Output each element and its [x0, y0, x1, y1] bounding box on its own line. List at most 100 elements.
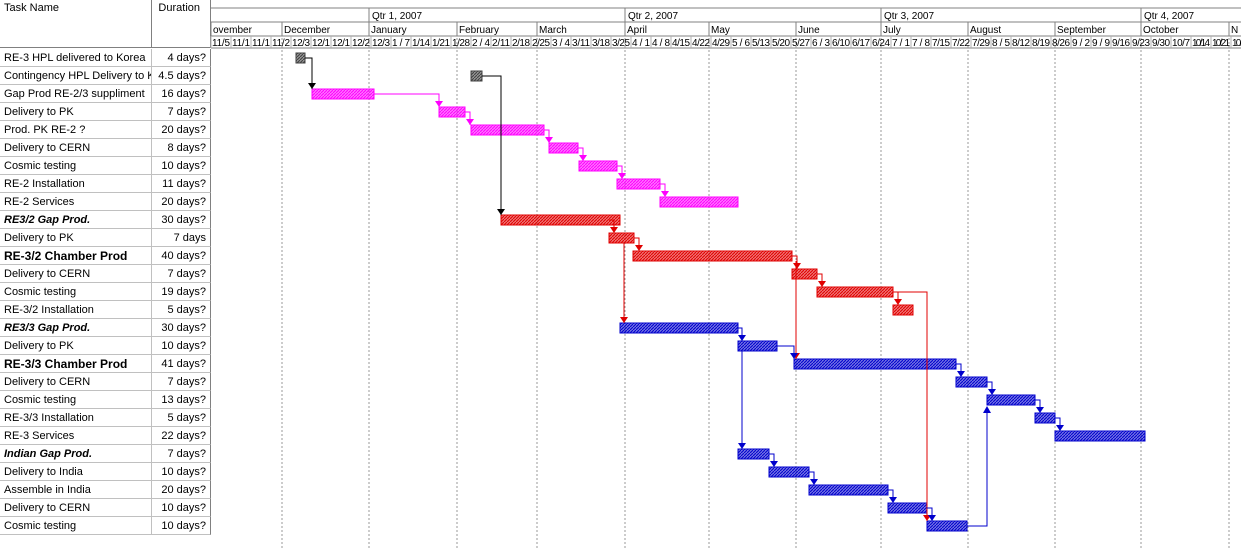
- task-name-cell[interactable]: Delivery to India: [0, 463, 152, 481]
- quarter-label: Qtr 2, 2007: [628, 11, 678, 22]
- task-duration-cell[interactable]: 4.5 days?: [152, 67, 211, 85]
- task-duration-cell[interactable]: 30 days?: [152, 211, 211, 229]
- task-bar: [295, 52, 306, 64]
- task-duration-cell[interactable]: 8 days?: [152, 139, 211, 157]
- task-duration-cell[interactable]: 16 days?: [152, 85, 211, 103]
- week-label: 2/18: [512, 38, 530, 49]
- task-name-cell[interactable]: Prod. PK RE-2 ?: [0, 121, 152, 139]
- task-duration-cell[interactable]: 19 days?: [152, 283, 211, 301]
- task-name-cell[interactable]: Gap Prod RE-2/3 suppliment: [0, 85, 152, 103]
- week-label: 5/13: [752, 38, 770, 49]
- task-duration-cell[interactable]: 40 days?: [152, 247, 211, 265]
- task-duration-cell[interactable]: 41 days?: [152, 355, 211, 373]
- task-name-cell[interactable]: RE-3/2 Installation: [0, 301, 152, 319]
- task-name-cell[interactable]: Assemble in India: [0, 481, 152, 499]
- task-duration-cell[interactable]: 20 days?: [152, 121, 211, 139]
- task-duration-cell[interactable]: 5 days?: [152, 409, 211, 427]
- dependency-arrowhead: [308, 83, 316, 89]
- week-label: 4/1: [632, 38, 650, 49]
- month-label: August: [970, 25, 1001, 36]
- task-name-cell[interactable]: Delivery to PK: [0, 229, 152, 247]
- task-name-cell[interactable]: RE3/2 Gap Prod.: [0, 211, 152, 229]
- week-label: 10/14: [1192, 38, 1210, 49]
- column-header-task-name[interactable]: Task Name: [0, 0, 152, 48]
- task-bar: [438, 106, 466, 118]
- task-name-cell[interactable]: Cosmic testing: [0, 157, 152, 175]
- week-label: 8/19: [1032, 38, 1050, 49]
- task-duration-cell[interactable]: 4 days?: [152, 49, 211, 67]
- task-duration-cell[interactable]: 20 days?: [152, 481, 211, 499]
- task-duration-cell[interactable]: 10 days?: [152, 463, 211, 481]
- task-duration-cell[interactable]: 7 days?: [152, 103, 211, 121]
- week-label: 6/24: [872, 38, 890, 49]
- dependency-arrowhead: [983, 406, 991, 413]
- week-label: 12/1: [332, 38, 350, 49]
- task-name-cell[interactable]: RE-3/2 Chamber Prod: [0, 247, 152, 265]
- task-duration-cell[interactable]: 20 days?: [152, 193, 211, 211]
- week-label: 5/20: [772, 38, 790, 49]
- week-label: 5/6: [732, 38, 750, 49]
- task-duration-cell[interactable]: 10 days?: [152, 499, 211, 517]
- task-duration-cell[interactable]: 22 days?: [152, 427, 211, 445]
- task-name-cell[interactable]: RE-2 Installation: [0, 175, 152, 193]
- task-name-cell[interactable]: Delivery to PK: [0, 103, 152, 121]
- task-name-cell[interactable]: RE-3 Services: [0, 427, 152, 445]
- task-duration-cell[interactable]: 13 days?: [152, 391, 211, 409]
- task-bar: [737, 340, 778, 352]
- task-name-cell[interactable]: Delivery to CERN: [0, 373, 152, 391]
- task-duration-cell[interactable]: 11 days?: [152, 175, 211, 193]
- task-bar: [578, 160, 618, 172]
- dependency-arrowhead: [818, 281, 826, 287]
- task-bar: [1054, 430, 1146, 442]
- task-name-cell[interactable]: Delivery to CERN: [0, 265, 152, 283]
- task-bar: [816, 286, 894, 298]
- week-label: 2/25: [532, 38, 550, 49]
- month-label: July: [883, 25, 901, 36]
- dependency-arrowhead: [497, 209, 505, 215]
- month-label: April: [627, 25, 647, 36]
- task-name-cell[interactable]: Indian Gap Prod.: [0, 445, 152, 463]
- week-label: 10/7: [1172, 38, 1190, 49]
- task-duration-cell[interactable]: 10 days?: [152, 337, 211, 355]
- dependency-arrowhead: [579, 155, 587, 161]
- week-label: 2/4: [472, 38, 490, 49]
- week-label: 12/2: [352, 38, 370, 49]
- task-name-cell[interactable]: RE-3/3 Installation: [0, 409, 152, 427]
- task-duration-cell[interactable]: 7 days?: [152, 445, 211, 463]
- task-duration-cell[interactable]: 10 days?: [152, 157, 211, 175]
- task-name-cell[interactable]: Delivery to CERN: [0, 499, 152, 517]
- column-header-duration[interactable]: Duration: [152, 0, 211, 48]
- task-duration-cell[interactable]: 7 days?: [152, 265, 211, 283]
- week-label: 3/4: [552, 38, 570, 49]
- task-name-cell[interactable]: RE-3/3 Chamber Prod: [0, 355, 152, 373]
- task-name-cell[interactable]: Contingency HPL Delivery to K: [0, 67, 152, 85]
- task-duration-cell[interactable]: 7 days: [152, 229, 211, 247]
- week-label: 12/3: [292, 38, 310, 49]
- task-name-cell[interactable]: Delivery to PK: [0, 337, 152, 355]
- task-name-cell[interactable]: Cosmic testing: [0, 283, 152, 301]
- task-duration-cell[interactable]: 10 days?: [152, 517, 211, 535]
- week-label: 9/23: [1132, 38, 1150, 49]
- task-duration-cell[interactable]: 7 days?: [152, 373, 211, 391]
- week-label: 3/25: [612, 38, 630, 49]
- task-duration-cell[interactable]: 30 days?: [152, 319, 211, 337]
- dependency-line: [893, 291, 928, 521]
- task-bar: [926, 520, 968, 532]
- task-name-cell[interactable]: Delivery to CERN: [0, 139, 152, 157]
- month-label: October: [1143, 25, 1179, 36]
- dependency-arrowhead: [1056, 425, 1064, 431]
- task-name-cell[interactable]: Cosmic testing: [0, 391, 152, 409]
- task-name-cell[interactable]: RE3/3 Gap Prod.: [0, 319, 152, 337]
- task-bar: [616, 178, 661, 190]
- week-label: 6/10: [832, 38, 850, 49]
- task-bar: [955, 376, 988, 388]
- task-name-cell[interactable]: Cosmic testing: [0, 517, 152, 535]
- task-name-cell[interactable]: RE-2 Services: [0, 193, 152, 211]
- task-bar: [470, 70, 483, 82]
- week-label: 4/22: [692, 38, 710, 49]
- dependency-arrowhead: [620, 317, 628, 323]
- dependency-line: [777, 345, 795, 359]
- week-label: 8/12: [1012, 38, 1030, 49]
- task-name-cell[interactable]: RE-3 HPL delivered to Korea: [0, 49, 152, 67]
- task-duration-cell[interactable]: 5 days?: [152, 301, 211, 319]
